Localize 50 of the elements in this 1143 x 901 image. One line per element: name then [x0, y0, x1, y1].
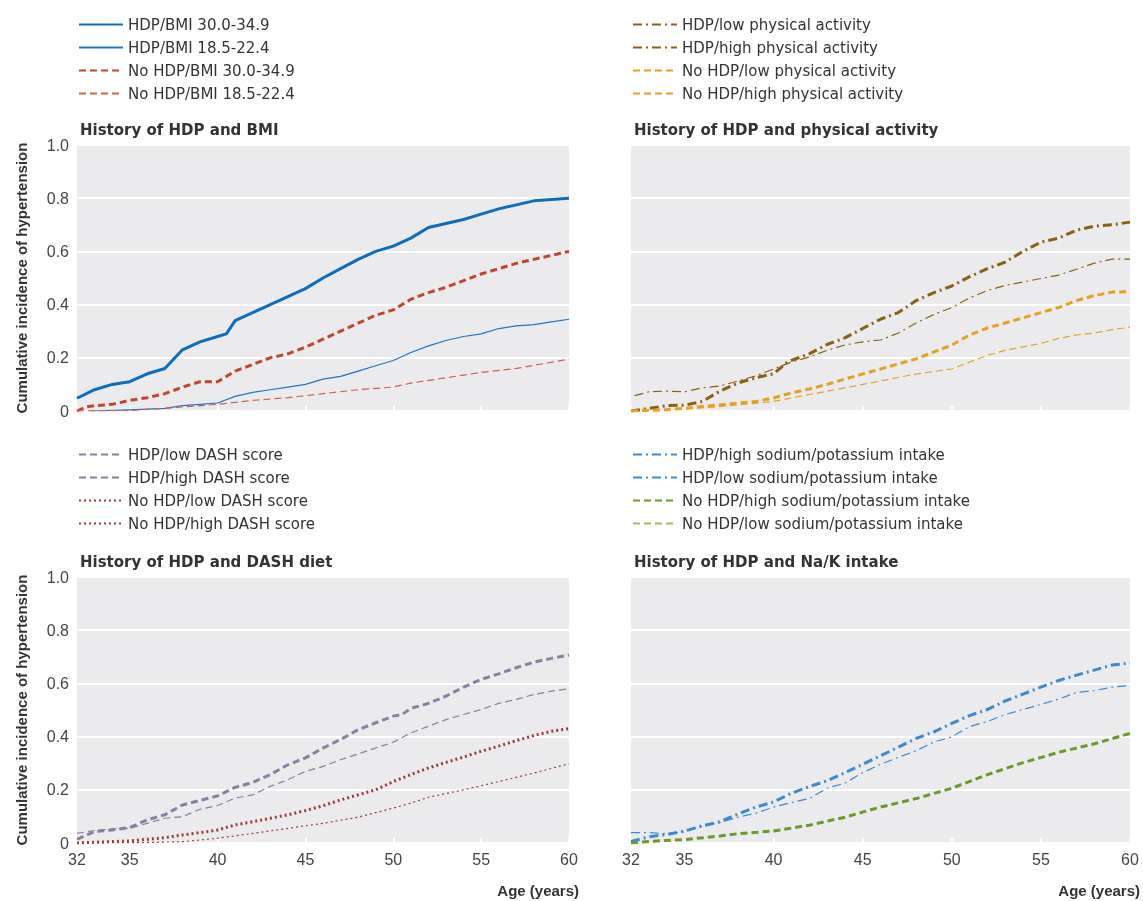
- legend-label: No HDP/high DASH score: [128, 514, 315, 533]
- legend-label: No HDP/BMI 30.0-34.9: [128, 61, 295, 80]
- y-tick-label: 0.6: [46, 242, 70, 260]
- chart-title: History of HDP and BMI: [80, 120, 279, 139]
- legend-label: HDP/BMI 18.5-22.4: [128, 38, 270, 57]
- y-tick-label: 0.2: [46, 781, 70, 799]
- y-tick-label: 0: [60, 834, 70, 852]
- legend-label: HDP/low physical activity: [682, 15, 871, 34]
- x-axis-title: Age (years): [1058, 882, 1140, 899]
- legend-label: HDP/high sodium/potassium intake: [682, 445, 945, 464]
- x-tick-label: 50: [384, 850, 403, 868]
- x-tick-label: 55: [1031, 850, 1050, 868]
- legend-label: No HDP/low sodium/potassium intake: [682, 514, 963, 533]
- legend-label: HDP/BMI 30.0-34.9: [128, 15, 270, 34]
- x-tick-label: 32: [68, 850, 86, 868]
- y-tick-label: 0.8: [46, 189, 70, 207]
- chart-title: History of HDP and Na/K intake: [634, 552, 899, 571]
- y-axis-title: Cumulative incidence of hypertension: [13, 574, 30, 846]
- legend-label: No HDP/high physical activity: [682, 84, 904, 103]
- x-tick-label: 32: [622, 850, 640, 868]
- x-axis-title: Age (years): [497, 882, 579, 899]
- chart-title: History of HDP and DASH diet: [80, 552, 333, 571]
- x-tick-label: 40: [764, 850, 783, 868]
- x-tick-label: 60: [560, 850, 578, 868]
- y-tick-label: 1.0: [46, 568, 70, 586]
- y-tick-label: 0.8: [46, 621, 70, 639]
- y-axis-title: Cumulative incidence of hypertension: [13, 142, 30, 414]
- legend-label: No HDP/high sodium/potassium intake: [682, 491, 971, 510]
- x-tick-label: 50: [942, 850, 961, 868]
- legend-label: No HDP/low physical activity: [682, 61, 897, 80]
- x-tick-label: 35: [675, 850, 694, 868]
- legend-label: HDP/high DASH score: [128, 468, 290, 487]
- x-tick-label: 60: [1121, 850, 1139, 868]
- y-tick-label: 0.4: [46, 296, 70, 314]
- legend-label: HDP/high physical activity: [682, 38, 879, 57]
- legend-label: HDP/low DASH score: [128, 445, 283, 464]
- x-tick-label: 45: [853, 850, 872, 868]
- legend-label: No HDP/BMI 18.5-22.4: [128, 84, 295, 103]
- chart-title: History of HDP and physical activity: [634, 120, 939, 139]
- legend-label: HDP/low sodium/potassium intake: [682, 468, 938, 487]
- y-tick-label: 0.2: [46, 349, 70, 367]
- x-tick-label: 40: [208, 850, 227, 868]
- x-tick-label: 55: [472, 850, 491, 868]
- legend-label: No HDP/low DASH score: [128, 491, 308, 510]
- y-tick-label: 0.4: [46, 728, 70, 746]
- x-tick-label: 35: [120, 850, 139, 868]
- y-tick-label: 0: [60, 402, 70, 420]
- y-tick-label: 1.0: [46, 136, 70, 154]
- y-tick-label: 0.6: [46, 674, 70, 692]
- x-tick-label: 45: [296, 850, 315, 868]
